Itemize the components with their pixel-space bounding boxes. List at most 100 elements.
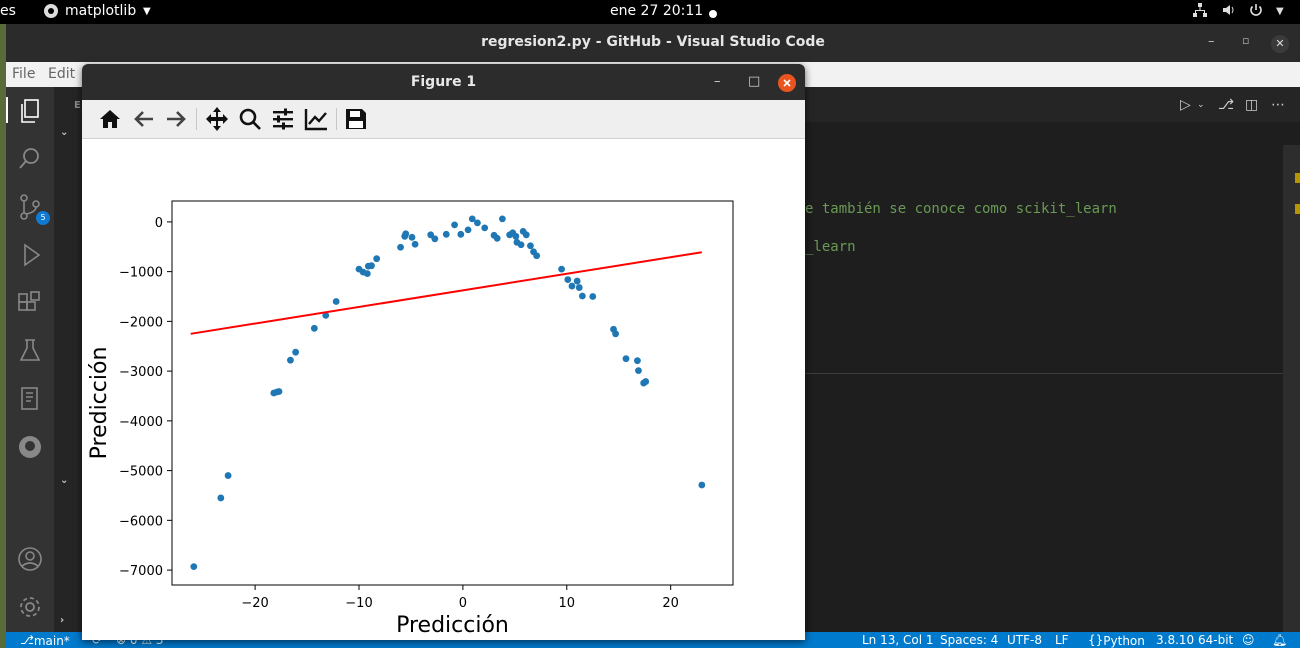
y-tick-label: −1000 (119, 266, 163, 281)
github-icon[interactable] (16, 433, 44, 461)
cursor-position[interactable]: Ln 13, Col 1 (862, 633, 934, 647)
data-point (527, 242, 534, 250)
data-point (578, 292, 586, 300)
close-icon[interactable]: ✕ (1271, 35, 1289, 53)
save-icon[interactable] (343, 106, 369, 132)
code-line[interactable]: _learn (805, 239, 856, 255)
back-icon[interactable] (131, 106, 157, 132)
app-menu-label[interactable]: matplotlib (65, 3, 137, 19)
data-point (474, 219, 481, 227)
bell-icon[interactable]: 🔔︎ (1272, 633, 1288, 647)
language-mode[interactable]: {} Python (1088, 633, 1145, 648)
volume-icon[interactable] (1221, 2, 1237, 22)
search-icon[interactable] (16, 145, 44, 173)
data-point (464, 226, 472, 234)
plot-canvas[interactable]: −20 −10 0 10 20 0 −1000 −2000 −3000 −4000 −5000 −6… (82, 139, 805, 640)
sidebar-section-chevron-icon[interactable]: ⌄ (60, 127, 69, 138)
data-point (498, 215, 506, 223)
data-point (634, 357, 641, 365)
sidebar-header-fragment: E (74, 100, 81, 111)
testing-icon[interactable] (16, 337, 44, 365)
figure-toolbar (82, 100, 805, 139)
data-point (635, 367, 642, 375)
y-axis-label: Predicción (87, 347, 112, 460)
figure-minimize-icon[interactable]: – (714, 74, 721, 89)
more-actions-icon[interactable]: ⋯ (1271, 97, 1285, 113)
system-menu-chevron-icon[interactable]: ▼ (1276, 6, 1284, 17)
x-tick-label: −10 (345, 596, 372, 611)
zoom-icon[interactable] (237, 106, 263, 132)
clock[interactable]: ene 27 20:11 (610, 3, 704, 19)
edit-axis-icon[interactable] (303, 106, 329, 132)
data-point (457, 230, 465, 238)
minimize-icon[interactable]: – (1208, 34, 1215, 49)
figure-maximize-icon[interactable]: □ (748, 74, 761, 89)
data-point (411, 240, 419, 248)
split-editor-icon[interactable]: ◫ (1245, 97, 1259, 113)
data-point (224, 472, 232, 479)
data-point (468, 215, 476, 223)
menu-edit[interactable]: Edit (48, 66, 76, 82)
configure-subplots-icon[interactable] (270, 106, 296, 132)
home-icon[interactable] (97, 106, 123, 132)
desktop-background (0, 24, 6, 648)
y-tick-label: −2000 (119, 315, 163, 330)
data-point (402, 230, 410, 238)
y-tick-label: −6000 (119, 514, 163, 529)
explorer-icon[interactable] (16, 97, 44, 125)
outline-section-chevron-icon[interactable]: ⌄ (60, 475, 69, 486)
chevron-down-icon[interactable]: ▼ (143, 6, 151, 17)
forward-icon[interactable] (163, 106, 189, 132)
data-point (573, 277, 581, 285)
data-point (642, 378, 650, 385)
timeline-section-chevron-icon[interactable]: › (60, 615, 65, 626)
end-of-line[interactable]: LF (1055, 633, 1069, 647)
branch-indicator[interactable]: ⎇ main* (20, 633, 70, 648)
run-options-chevron-icon[interactable]: ⌄ (1197, 100, 1205, 110)
explorer-sidebar: E ⌄ ⌄ › (54, 87, 83, 632)
y-tick-label: −5000 (119, 465, 163, 480)
run-debug-icon[interactable] (16, 241, 44, 269)
source-control-icon[interactable]: 5 (16, 193, 50, 225)
feedback-icon[interactable]: ☺ (1242, 633, 1255, 647)
window-title: regresion2.py - GitHub - Visual Studio C… (481, 34, 825, 50)
activity-bar: 5 (6, 87, 54, 632)
code-comment-line[interactable]: e también se conoce como scikit_learn (805, 201, 1117, 217)
menu-file[interactable]: File (12, 66, 36, 82)
open-changes-icon[interactable]: ⎇ (1218, 97, 1235, 113)
editor-scrollbar[interactable] (1283, 145, 1300, 632)
data-point (373, 255, 381, 263)
x-tick-label: 20 (662, 596, 679, 611)
figure-window: Figure 1 – □ (82, 64, 805, 640)
network-icon[interactable] (1192, 2, 1208, 22)
data-point (397, 243, 404, 251)
indentation[interactable]: Spaces: 4 (940, 633, 999, 647)
vscode-title-bar: regresion2.py - GitHub - Visual Studio C… (6, 24, 1300, 62)
run-file-icon[interactable]: ▷ (1180, 97, 1191, 113)
sync-icon[interactable]: ⟳ (92, 633, 103, 647)
data-point (190, 563, 198, 570)
power-icon[interactable] (1248, 2, 1264, 22)
encoding[interactable]: UTF-8 (1007, 633, 1042, 647)
data-point (217, 494, 225, 502)
notebook-icon[interactable] (16, 385, 44, 413)
pan-icon[interactable] (204, 106, 230, 132)
restore-icon[interactable]: ▫ (1242, 34, 1250, 47)
account-icon[interactable] (16, 545, 44, 573)
settings-gear-icon[interactable] (16, 593, 44, 621)
toolbar-separator (336, 108, 337, 130)
app-menu-icon[interactable] (43, 3, 59, 23)
toolbar-separator (196, 108, 197, 130)
figure-close-button[interactable] (778, 74, 796, 92)
system-top-bar: es matplotlib ▼ ene 27 20:11 ▼ (0, 0, 1300, 24)
data-point (589, 293, 597, 300)
data-point (533, 252, 541, 260)
figure-title-bar: Figure 1 – □ (82, 64, 805, 100)
data-point (512, 232, 520, 240)
editor-area: ▷ ⌄ ⎇ ◫ ⋯ e también se conoce como sciki… (805, 87, 1300, 632)
extensions-icon[interactable] (16, 289, 44, 317)
data-point (287, 356, 294, 364)
activities-label[interactable]: es (0, 3, 16, 19)
python-interpreter[interactable]: 3.8.10 64-bit (1156, 633, 1234, 647)
scroll-marker (1295, 173, 1300, 183)
